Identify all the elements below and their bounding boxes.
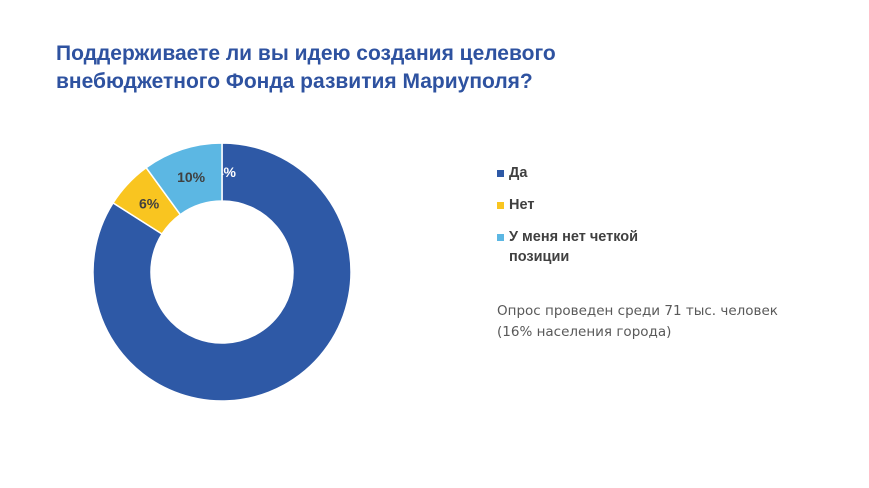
survey-note-line-1: Опрос проведен среди 71 тыс. человек bbox=[497, 303, 778, 319]
legend-label-unsure-line-2: позиции bbox=[509, 249, 570, 265]
data-label-unsure: 10% bbox=[177, 169, 206, 185]
slice-unsure bbox=[145, 142, 223, 216]
legend-item-unsure: У меня нет четкой позиции bbox=[497, 227, 679, 267]
legend-label-no: Нет bbox=[509, 197, 535, 213]
slice-yes bbox=[92, 142, 352, 402]
chart-title-line-1: Поддерживаете ли вы идею создания целево… bbox=[56, 42, 556, 65]
legend-swatch-yes bbox=[497, 170, 504, 177]
legend-item-no: Нет bbox=[497, 195, 679, 215]
survey-note-line-2: (16% населения города) bbox=[497, 324, 672, 340]
legend-label-yes: Да bbox=[509, 165, 528, 181]
survey-note: Опрос проведен среди 71 тыс. человек (16… bbox=[497, 301, 817, 343]
chart-title-line-2: внебюджетного Фонда развития Мариуполя? bbox=[56, 70, 533, 93]
legend-item-yes: Да bbox=[497, 163, 679, 183]
legend-label-unsure-line-1: У меня нет четкой bbox=[509, 229, 639, 245]
legend-swatch-unsure bbox=[497, 234, 504, 241]
legend-label-unsure: У меня нет четкой позиции bbox=[509, 227, 679, 267]
data-label-no: 6% bbox=[139, 196, 160, 212]
chart-title: Поддерживаете ли вы идею создания целево… bbox=[56, 40, 616, 96]
legend-swatch-no bbox=[497, 202, 504, 209]
